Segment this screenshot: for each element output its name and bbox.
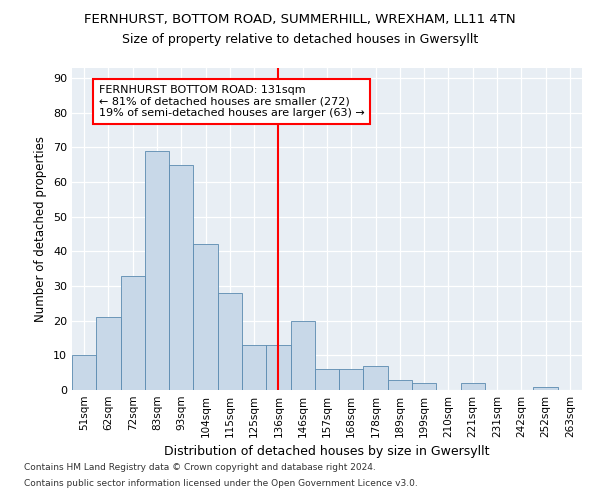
Text: Contains public sector information licensed under the Open Government Licence v3: Contains public sector information licen… (24, 478, 418, 488)
Bar (121, 276, 145, 390)
Bar (145, 150, 169, 390)
X-axis label: Distribution of detached houses by size in Gwersyllt: Distribution of detached houses by size … (164, 446, 490, 458)
Bar (193, 244, 218, 390)
Bar (218, 293, 242, 390)
Bar (533, 386, 558, 390)
Bar (169, 164, 193, 390)
Bar (412, 383, 436, 390)
Bar (364, 366, 388, 390)
Y-axis label: Number of detached properties: Number of detached properties (34, 136, 47, 322)
Text: Size of property relative to detached houses in Gwersyllt: Size of property relative to detached ho… (122, 32, 478, 46)
Bar (315, 369, 339, 390)
Bar (461, 383, 485, 390)
Bar (266, 345, 290, 390)
Bar (388, 380, 412, 390)
Text: FERNHURST, BOTTOM ROAD, SUMMERHILL, WREXHAM, LL11 4TN: FERNHURST, BOTTOM ROAD, SUMMERHILL, WREX… (84, 12, 516, 26)
Bar (339, 369, 364, 390)
Bar (242, 345, 266, 390)
Bar (72, 356, 96, 390)
Bar (96, 317, 121, 390)
Text: Contains HM Land Registry data © Crown copyright and database right 2024.: Contains HM Land Registry data © Crown c… (24, 464, 376, 472)
Text: FERNHURST BOTTOM ROAD: 131sqm
← 81% of detached houses are smaller (272)
19% of : FERNHURST BOTTOM ROAD: 131sqm ← 81% of d… (99, 85, 364, 118)
Bar (290, 320, 315, 390)
